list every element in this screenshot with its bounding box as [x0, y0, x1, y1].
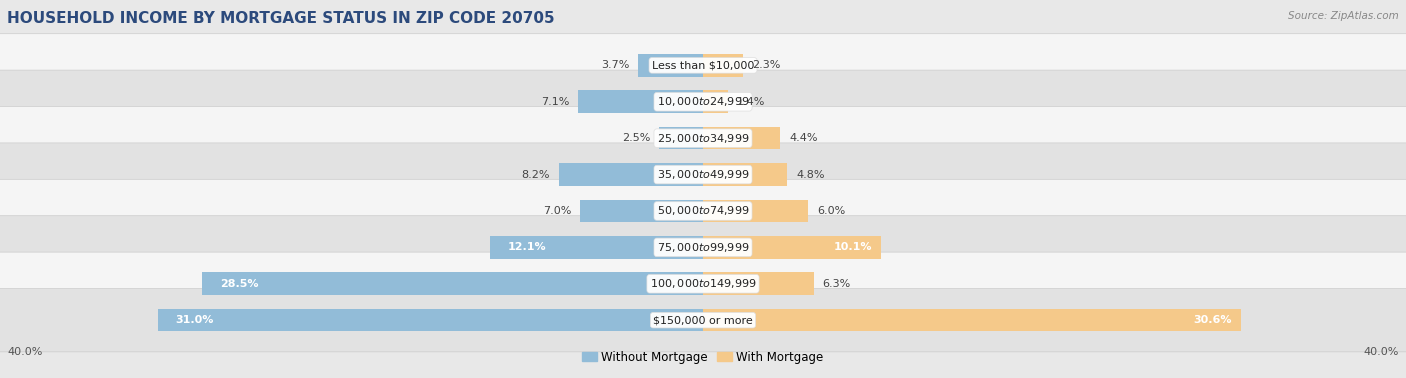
Text: 31.0%: 31.0% [176, 315, 214, 325]
Text: $25,000 to $34,999: $25,000 to $34,999 [657, 132, 749, 145]
Text: 30.6%: 30.6% [1194, 315, 1232, 325]
Text: 4.4%: 4.4% [789, 133, 818, 143]
Text: $100,000 to $149,999: $100,000 to $149,999 [650, 277, 756, 290]
Text: 2.3%: 2.3% [752, 60, 780, 70]
FancyBboxPatch shape [0, 252, 1406, 316]
Bar [491, 236, 703, 259]
Bar [560, 163, 703, 186]
Text: 7.1%: 7.1% [541, 97, 569, 107]
Text: 4.8%: 4.8% [796, 170, 825, 180]
Bar [638, 54, 703, 77]
Bar [703, 54, 744, 77]
Text: HOUSEHOLD INCOME BY MORTGAGE STATUS IN ZIP CODE 20705: HOUSEHOLD INCOME BY MORTGAGE STATUS IN Z… [7, 11, 554, 26]
FancyBboxPatch shape [0, 288, 1406, 352]
Bar [703, 90, 728, 113]
Bar [703, 236, 880, 259]
Text: 12.1%: 12.1% [508, 242, 547, 253]
Text: $10,000 to $24,999: $10,000 to $24,999 [657, 95, 749, 108]
Text: 6.0%: 6.0% [817, 206, 845, 216]
Bar [703, 309, 1241, 332]
FancyBboxPatch shape [0, 216, 1406, 279]
Text: $35,000 to $49,999: $35,000 to $49,999 [657, 168, 749, 181]
Bar [703, 127, 780, 149]
Text: 7.0%: 7.0% [543, 206, 571, 216]
Bar [578, 90, 703, 113]
FancyBboxPatch shape [0, 143, 1406, 206]
Text: Source: ZipAtlas.com: Source: ZipAtlas.com [1288, 11, 1399, 21]
Text: 1.4%: 1.4% [737, 97, 765, 107]
Text: 40.0%: 40.0% [7, 347, 42, 356]
Text: 3.7%: 3.7% [600, 60, 630, 70]
Text: 10.1%: 10.1% [834, 242, 872, 253]
FancyBboxPatch shape [0, 70, 1406, 133]
Text: $150,000 or more: $150,000 or more [654, 315, 752, 325]
Text: 8.2%: 8.2% [522, 170, 550, 180]
Text: 6.3%: 6.3% [823, 279, 851, 289]
Bar [159, 309, 703, 332]
Bar [202, 273, 703, 295]
Text: Less than $10,000: Less than $10,000 [652, 60, 754, 70]
Text: 2.5%: 2.5% [621, 133, 650, 143]
Text: 28.5%: 28.5% [219, 279, 259, 289]
FancyBboxPatch shape [0, 179, 1406, 243]
Bar [703, 200, 808, 222]
Text: $50,000 to $74,999: $50,000 to $74,999 [657, 204, 749, 217]
Bar [703, 273, 814, 295]
FancyBboxPatch shape [0, 107, 1406, 170]
FancyBboxPatch shape [0, 34, 1406, 97]
Bar [703, 163, 787, 186]
Bar [659, 127, 703, 149]
Text: 40.0%: 40.0% [1364, 347, 1399, 356]
Text: $75,000 to $99,999: $75,000 to $99,999 [657, 241, 749, 254]
Bar [581, 200, 703, 222]
Legend: Without Mortgage, With Mortgage: Without Mortgage, With Mortgage [578, 346, 828, 368]
